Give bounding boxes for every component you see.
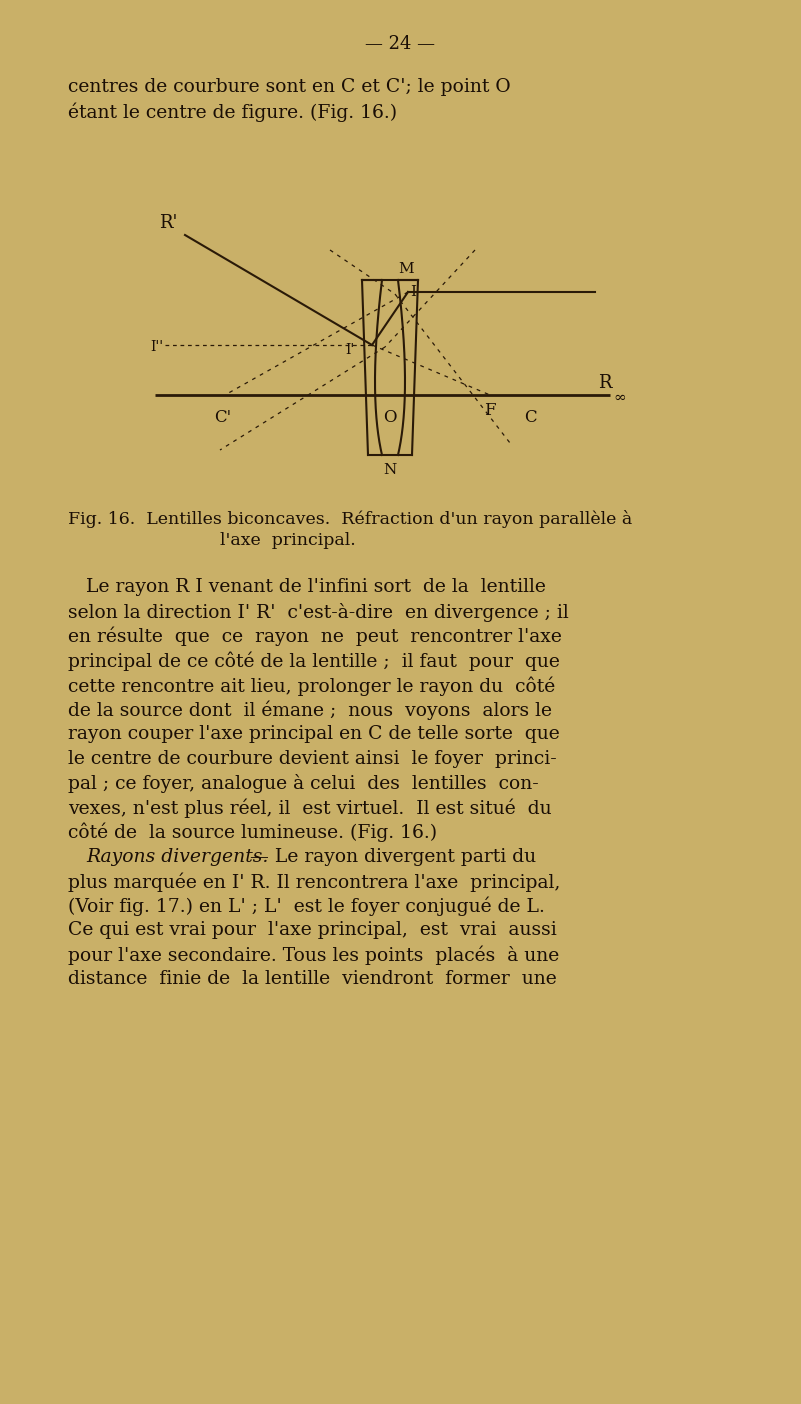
Text: distance  finie de  la lentille  viendront  former  une: distance finie de la lentille viendront … [68,970,557,988]
Text: — Le rayon divergent parti du: — Le rayon divergent parti du [244,848,536,865]
Text: côté de  la source lumineuse. (Fig. 16.): côté de la source lumineuse. (Fig. 16.) [68,823,437,842]
Text: centres de courbure sont en C et C'; le point O: centres de courbure sont en C et C'; le … [68,79,510,95]
Text: M: M [398,263,413,277]
Text: (Voir fig. 17.) en L' ; L'  est le foyer conjugué de L.: (Voir fig. 17.) en L' ; L' est le foyer … [68,897,545,915]
Text: pal ; ce foyer, analogue à celui  des  lentilles  con-: pal ; ce foyer, analogue à celui des len… [68,774,539,793]
Text: plus marquée en I' R. Il rencontrera l'axe  principal,: plus marquée en I' R. Il rencontrera l'a… [68,872,561,892]
Text: de la source dont  il émane ;  nous  voyons  alors le: de la source dont il émane ; nous voyons… [68,701,552,720]
Text: selon la direction I' R'  c'est-à-dire  en divergence ; il: selon la direction I' R' c'est-à-dire en… [68,602,569,622]
Text: Ce qui est vrai pour  l'axe principal,  est  vrai  aussi: Ce qui est vrai pour l'axe principal, es… [68,921,557,939]
Text: Rayons divergents.: Rayons divergents. [86,848,268,865]
Text: I': I' [345,343,355,357]
Text: vexes, n'est plus réel, il  est virtuel.  Il est situé  du: vexes, n'est plus réel, il est virtuel. … [68,799,552,819]
Text: Le rayon R I venant de l'infini sort  de la  lentille: Le rayon R I venant de l'infini sort de … [68,578,545,597]
Text: R': R' [159,213,177,232]
Text: Fig. 16.  Lentilles biconcaves.  Réfraction d'un rayon parallèle à: Fig. 16. Lentilles biconcaves. Réfractio… [68,510,632,528]
Text: C: C [524,409,537,425]
Text: étant le centre de figure. (Fig. 16.): étant le centre de figure. (Fig. 16.) [68,102,397,122]
Text: I'': I'' [150,340,163,354]
Text: cette rencontre ait lieu, prolonger le rayon du  côté: cette rencontre ait lieu, prolonger le r… [68,675,555,695]
Text: F: F [484,402,496,418]
Text: O: O [383,409,396,425]
Text: C': C' [215,409,231,425]
Text: ∞: ∞ [613,390,626,404]
Text: principal de ce côté de la lentille ;  il faut  pour  que: principal de ce côté de la lentille ; il… [68,651,560,671]
Text: R: R [598,373,611,392]
Text: rayon couper l'axe principal en C de telle sorte  que: rayon couper l'axe principal en C de tel… [68,724,560,743]
Text: en résulte  que  ce  rayon  ne  peut  rencontrer l'axe: en résulte que ce rayon ne peut rencontr… [68,628,562,646]
Text: l'axe  principal.: l'axe principal. [220,532,356,549]
Text: I: I [410,285,416,299]
Text: — 24 —: — 24 — [365,35,435,53]
Text: pour l'axe secondaire. Tous les points  placés  à une: pour l'axe secondaire. Tous les points p… [68,945,559,965]
Text: le centre de courbure devient ainsi  le foyer  princi-: le centre de courbure devient ainsi le f… [68,750,557,768]
Text: N: N [384,463,396,477]
